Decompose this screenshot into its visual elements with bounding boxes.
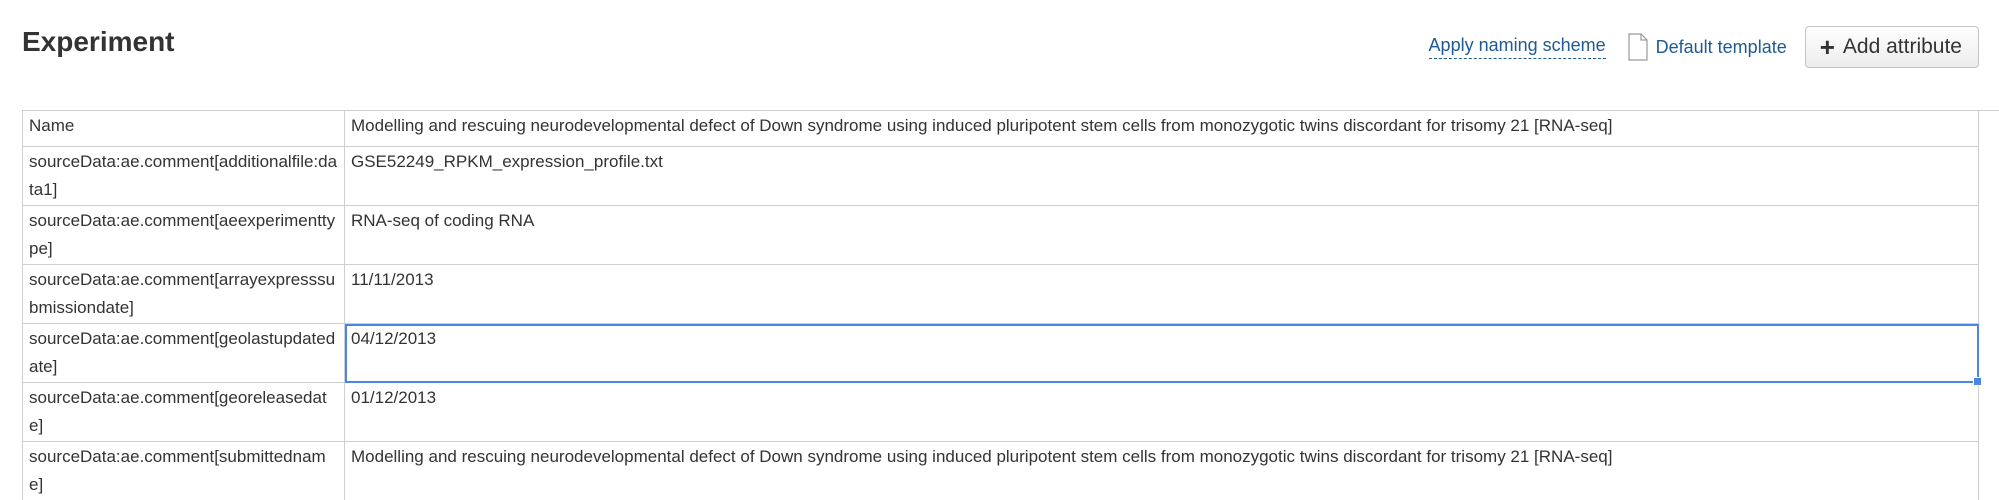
table-row: sourceData:ae.comment[georeleasedate] 01… [22, 382, 1999, 442]
table-row: sourceData:ae.comment[geolastupdatedate]… [22, 323, 1999, 386]
grid-filler-cell [1978, 110, 1999, 147]
plus-icon: + [1819, 32, 1835, 62]
attribute-key-cell[interactable]: sourceData:ae.comment[geolastupdatedate] [22, 323, 345, 383]
header: Experiment Apply naming scheme Default t… [0, 0, 1999, 90]
default-template-link[interactable]: Default template [1628, 33, 1787, 61]
table-row: sourceData:ae.comment[submittedname] Mod… [22, 441, 1999, 500]
attribute-table: Name Modelling and rescuing neurodevelop… [22, 110, 1999, 500]
selected-value-text: 04/12/2013 [351, 329, 437, 348]
grid-top-border-extension [1956, 110, 1999, 111]
attribute-value-cell[interactable]: Modelling and rescuing neurodevelopmenta… [344, 441, 1979, 500]
page-title: Experiment [22, 26, 175, 57]
document-icon [1628, 33, 1648, 61]
attribute-value-cell[interactable]: GSE52249_RPKM_expression_profile.txt [344, 146, 1979, 206]
grid-filler-cell [1978, 382, 1999, 442]
add-attribute-button[interactable]: + Add attribute [1804, 26, 1979, 68]
apply-naming-scheme-link[interactable]: Apply naming scheme [1428, 35, 1606, 59]
grid-filler-cell [1978, 205, 1999, 265]
grid-filler-cell [1978, 323, 1999, 383]
toolbar: Apply naming scheme Default template + A… [1428, 26, 1979, 68]
attribute-key-cell[interactable]: sourceData:ae.comment[aeexperimenttype] [22, 205, 345, 265]
attribute-key-cell[interactable]: sourceData:ae.comment[arrayexpresssubmis… [22, 264, 345, 324]
attribute-key-cell[interactable]: sourceData:ae.comment[submittedname] [22, 441, 345, 500]
grid-filler-cell [1978, 441, 1999, 500]
table-row: sourceData:ae.comment[arrayexpresssubmis… [22, 264, 1999, 324]
attribute-value-cell[interactable]: RNA-seq of coding RNA [344, 205, 1979, 265]
attribute-grid: Name Modelling and rescuing neurodevelop… [22, 110, 1999, 500]
table-row: sourceData:ae.comment[aeexperimenttype] … [22, 205, 1999, 265]
table-row: sourceData:ae.comment[additionalfile:dat… [22, 146, 1999, 206]
grid-filler-cell [1978, 264, 1999, 324]
add-attribute-label: Add attribute [1842, 35, 1962, 58]
fill-handle[interactable] [1973, 377, 1982, 386]
attribute-key-cell[interactable]: Name [22, 110, 345, 147]
attribute-value-cell[interactable]: Modelling and rescuing neurodevelopmenta… [344, 110, 1979, 147]
table-row: Name Modelling and rescuing neurodevelop… [22, 110, 1999, 147]
selected-value-cell[interactable]: 04/12/2013 [344, 323, 1982, 386]
attribute-value-cell[interactable]: 01/12/2013 [344, 382, 1979, 442]
attribute-key-cell[interactable]: sourceData:ae.comment[additionalfile:dat… [22, 146, 345, 206]
grid-filler-cell [1978, 146, 1999, 206]
attribute-value-cell[interactable]: 11/11/2013 [344, 264, 1979, 324]
default-template-label: Default template [1655, 36, 1787, 57]
attribute-key-cell[interactable]: sourceData:ae.comment[georeleasedate] [22, 382, 345, 442]
